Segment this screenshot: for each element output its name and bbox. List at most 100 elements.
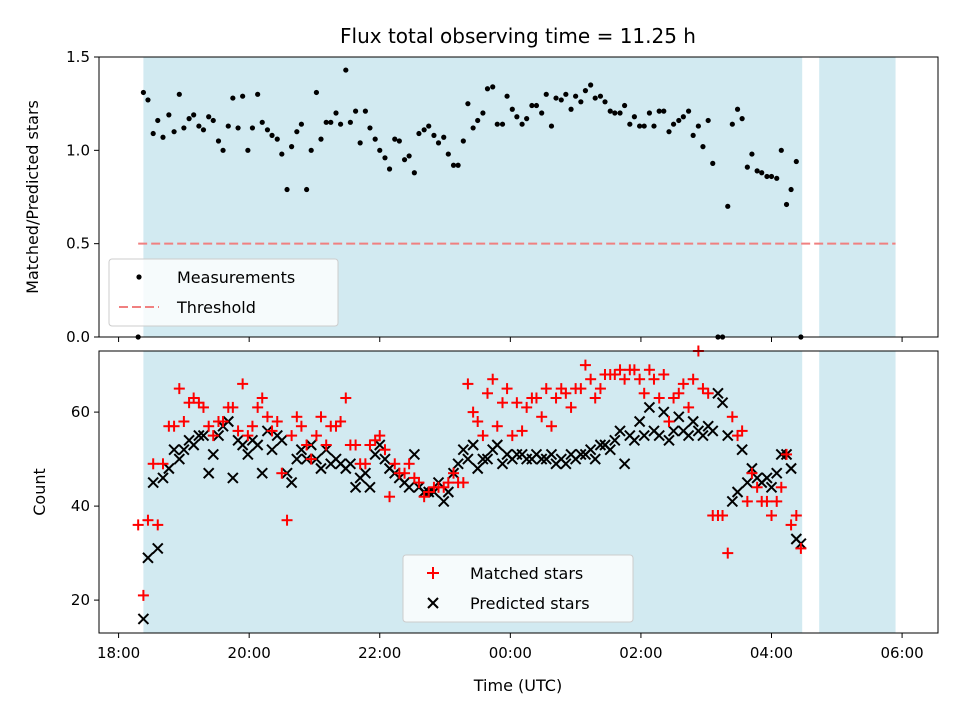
measurement-point (343, 67, 349, 73)
matched-stars-point (761, 495, 773, 507)
predicted-stars-point (457, 443, 470, 456)
measurement-point (514, 114, 520, 120)
predicted-stars-point (364, 481, 376, 494)
matched-stars-point (132, 519, 144, 531)
measurement-point (200, 127, 207, 133)
measurement-point (504, 93, 510, 99)
predicted-stars-point (707, 425, 719, 437)
predicted-stars-point (687, 415, 699, 428)
predicted-stars-point (712, 387, 724, 400)
measurement-point (631, 114, 637, 120)
measurement-point (304, 186, 310, 193)
predicted-stars-point (202, 467, 215, 479)
predicted-stars-point (266, 443, 278, 456)
matched-stars-point (790, 510, 802, 521)
measurement-point (519, 121, 525, 127)
matched-stars-point (462, 378, 474, 390)
predicted-stars-point (633, 415, 646, 428)
measurement-point (627, 121, 633, 127)
matched-stars-point (246, 420, 258, 432)
matched-stars-point (619, 373, 631, 385)
matched-stars-point (276, 467, 288, 479)
measurement-point (778, 147, 784, 153)
measurements-series (135, 67, 804, 340)
y-tick-label: 1.0 (66, 141, 90, 159)
measurement-point (548, 123, 555, 129)
matched-stars-point (152, 519, 164, 531)
matched-stars-point (628, 364, 640, 376)
matched-stars-point (379, 444, 391, 456)
predicted-stars-point (765, 481, 778, 494)
matched-stars-point (350, 439, 362, 451)
predicted-stars-point (256, 467, 268, 479)
matched-stars-point (448, 467, 460, 479)
measurement-point (695, 123, 701, 129)
predicted-stars-point (369, 448, 381, 461)
count-panel: 20 40 60 18:00 20:00 22:00 00:00 02:00 04:00 06:… (30, 345, 939, 695)
x-tick-label: 06:00 (880, 644, 923, 662)
predicted-stars-point (147, 476, 159, 489)
measurement-point (612, 110, 618, 116)
matched-stars-point (237, 378, 249, 390)
matched-stars-point (188, 392, 200, 404)
measurement-point (333, 110, 339, 116)
measurement-point (676, 117, 682, 124)
measurement-point (289, 144, 295, 150)
matched-stars-point (736, 425, 748, 437)
matched-stars-point (261, 411, 273, 423)
matched-stars-point (766, 510, 778, 521)
measurement-point (445, 151, 451, 157)
matched-stars-point (295, 420, 307, 432)
measurement-point (651, 123, 657, 129)
predicted-stars-point (344, 458, 357, 470)
measurement-point (553, 95, 559, 101)
matched-stars-point (481, 387, 493, 399)
matched-stars-point (683, 401, 695, 413)
predicted-stars-point (771, 467, 783, 479)
predicted-stars-point (731, 486, 744, 498)
matched-stars-point (673, 387, 685, 399)
measurement-point (592, 95, 598, 101)
matched-stars-point (497, 397, 509, 409)
legend-matched-label: Matched stars (470, 564, 583, 583)
legend-threshold-label: Threshold (176, 298, 256, 317)
matched-stars-point (511, 397, 523, 409)
predicted-stars-point (442, 486, 455, 498)
matched-stars-point (702, 387, 714, 399)
measurement-point (783, 201, 790, 208)
predicted-stars-point (452, 458, 464, 470)
measurement-point (230, 95, 236, 101)
y-tick-label: 1.5 (66, 48, 90, 66)
legend-measurements-marker (136, 274, 142, 280)
matched-stars-point (266, 425, 278, 437)
predicted-stars-point (477, 453, 489, 465)
matched-stars-point (717, 510, 729, 521)
measurement-point (206, 114, 212, 120)
observing-window-band (819, 351, 896, 633)
matched-stars-point (207, 430, 219, 442)
predicted-stars-point (349, 481, 362, 494)
matched-stars-point (413, 477, 425, 489)
matched-stars-point (746, 467, 758, 479)
predicted-stars-point (467, 439, 479, 451)
matched-stars-point (403, 458, 415, 470)
measurement-point (220, 147, 226, 153)
measurement-point (774, 175, 780, 181)
measurement-point (318, 136, 324, 142)
measurement-point (568, 106, 574, 112)
measurement-point (210, 117, 216, 124)
measurement-point (367, 125, 373, 131)
observing-window-band (819, 57, 896, 337)
measurement-point (279, 151, 285, 157)
matched-stars-point (536, 411, 548, 423)
predicted-stars-point (594, 439, 607, 451)
matched-stars-point (203, 420, 215, 432)
predicted-stars-point (227, 472, 239, 484)
measurement-point (215, 138, 222, 144)
predicted-stars-point (491, 439, 503, 451)
matched-stars-point (565, 401, 577, 413)
top-y-axis-label: Matched/Predicted stars (23, 100, 42, 294)
measurement-point (426, 123, 432, 129)
matched-stars-point (359, 458, 371, 470)
measurement-point (533, 102, 540, 109)
